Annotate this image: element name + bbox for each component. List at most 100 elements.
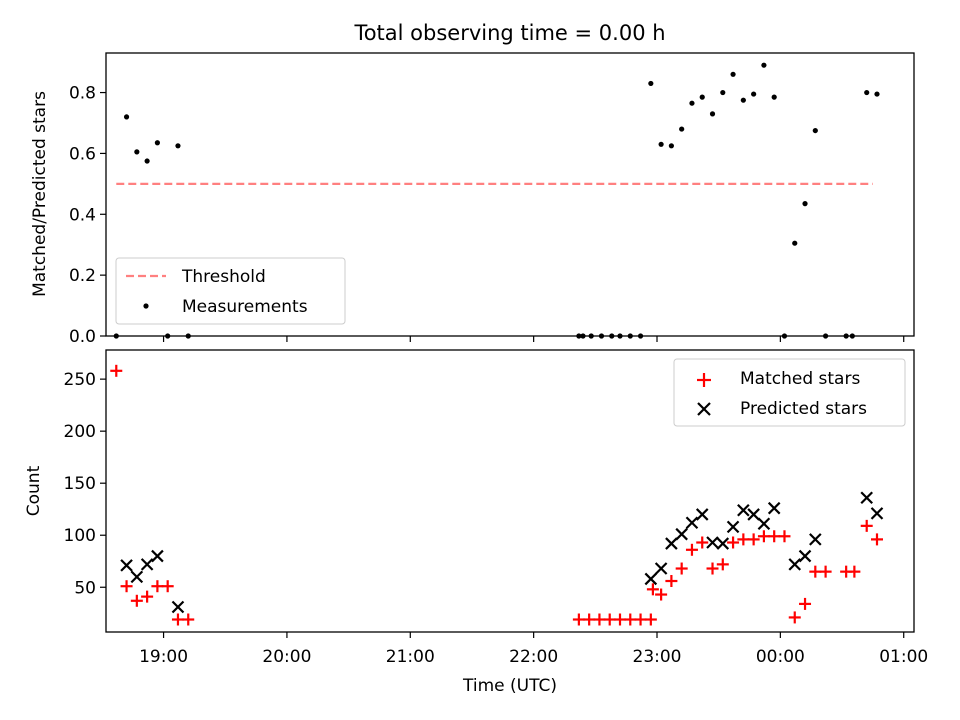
measurement-point: [134, 149, 140, 155]
matched-star-point: [646, 583, 659, 596]
predicted-star-point: [747, 508, 760, 521]
predicted-star-point: [695, 508, 709, 521]
ratio-x-ticks: [162, 336, 905, 342]
measurement-point: [144, 158, 150, 164]
matched-star-point: [706, 562, 719, 575]
measurement-point: [802, 201, 808, 207]
ratio-y-tick-label: 0.8: [69, 84, 96, 104]
predicted-star-point: [706, 536, 719, 549]
measurement-point: [812, 127, 818, 134]
measurement-point: [720, 89, 726, 96]
predicted-star-point: [140, 558, 154, 571]
measurement-points: [113, 62, 880, 339]
count-y-axis-label: Count: [24, 465, 44, 516]
predicted-star-point: [870, 507, 884, 520]
ratio-y-tick-label: 0.2: [69, 266, 96, 286]
matched-star-point: [151, 580, 164, 593]
count-x-tick-label: 22:00: [509, 647, 558, 667]
matched-star-point: [171, 613, 184, 626]
predicted-star-point: [860, 491, 873, 505]
count-y-tick-label: 150: [64, 474, 96, 494]
predicted-star-point: [120, 559, 133, 572]
matched-star-point: [583, 613, 596, 626]
measurement-point: [709, 111, 716, 117]
count-legend-box: [673, 358, 906, 427]
measurement-point: [751, 91, 757, 97]
ratio-y-axis-label: Matched/Predicted stars: [30, 91, 50, 297]
matched-star-point: [603, 613, 616, 626]
count-x-axis-label: Time (UTC): [462, 676, 557, 696]
ratio-y-ticks: 0.0 0.2 0.4 0.6 0.8: [69, 84, 106, 347]
ratio-plot-frame: [105, 52, 915, 337]
matched-star-point: [624, 613, 637, 626]
predicted-star-point: [130, 570, 144, 584]
matched-star-point: [727, 536, 740, 549]
predicted-star-point: [809, 533, 822, 546]
ratio-y-tick-label: 0.0: [69, 327, 96, 347]
matched-star-point: [768, 530, 781, 543]
ratio-legend-box: [115, 257, 346, 325]
predicted-star-point: [798, 549, 812, 563]
matched-legend-swatch: [697, 373, 711, 387]
measurement-point: [699, 94, 705, 100]
matched-star-point: [778, 530, 791, 543]
predicted-star-point: [644, 572, 658, 586]
measurement-point: [123, 114, 130, 120]
count-x-tick-label: 20:00: [262, 647, 311, 667]
matched-star-point: [141, 590, 154, 603]
measurement-point: [154, 140, 160, 146]
matched-star-point: [593, 613, 606, 626]
matched-star-point: [665, 575, 678, 588]
measurement-point: [771, 94, 777, 100]
measurement-point: [864, 89, 870, 96]
count-y-tick-label: 100: [64, 526, 96, 546]
matched-star-point: [696, 536, 709, 549]
matched-star-point: [848, 565, 861, 578]
count-x-tick-label: 21:00: [386, 647, 435, 667]
predicted-star-point: [726, 520, 740, 534]
measurement-point: [668, 143, 674, 149]
ratio-legend: Threshold Measurements: [115, 257, 346, 325]
matched-star-point: [685, 543, 698, 556]
predicted-star-point: [767, 501, 781, 515]
predicted-star-point: [654, 562, 668, 575]
count-plot-frame: [105, 349, 915, 633]
measurement-point: [689, 100, 695, 106]
predicted-star-point: [675, 527, 688, 541]
ratio-y-tick-label: 0.4: [69, 205, 96, 225]
count-x-tick-label: 19:00: [139, 647, 188, 667]
predicted-legend-swatch: [697, 402, 711, 416]
count-y-ticks: 50 100 150 200 250: [64, 370, 106, 598]
measurement-point: [740, 97, 746, 103]
measurement-point: [792, 240, 798, 246]
matched-star-point: [120, 580, 133, 593]
matched-star-point: [737, 533, 750, 546]
ratio-panel: Total observing time = 0.00 h Matched/Pr…: [30, 21, 915, 347]
predicted-star-point: [171, 600, 185, 614]
count-panel: Count Time (UTC) 50 100 150 200 250 19:00 20:…: [24, 349, 928, 696]
predicted-star-point: [788, 558, 802, 571]
matched-star-point: [809, 565, 822, 578]
count-x-tick-label: 00:00: [756, 647, 805, 667]
matched-star-point: [757, 530, 770, 543]
matched-star-point: [675, 562, 688, 575]
matched-star-point: [716, 558, 729, 571]
measurement-point: [658, 141, 664, 147]
count-x-ticks: 19:00 20:00 21:00 22:00 23:00 00:00 01:00: [139, 632, 928, 667]
matched-star-point: [655, 588, 668, 601]
predicted-star-point: [757, 517, 771, 531]
measurement-point: [874, 91, 880, 97]
measurement-point: [648, 80, 654, 87]
predicted-legend-label: Predicted stars: [740, 399, 867, 419]
measurements-legend-label: Measurements: [182, 297, 308, 317]
predicted-star-point: [665, 537, 678, 550]
matched-star-point: [819, 565, 832, 578]
ratio-y-tick-label: 0.6: [69, 144, 96, 164]
predicted-star-point: [737, 503, 750, 517]
matched-star-point: [613, 613, 626, 626]
matched-star-point: [799, 597, 812, 610]
predicted-star-point: [716, 537, 730, 550]
predicted-star-points: [120, 491, 884, 614]
matched-star-point: [788, 611, 801, 624]
